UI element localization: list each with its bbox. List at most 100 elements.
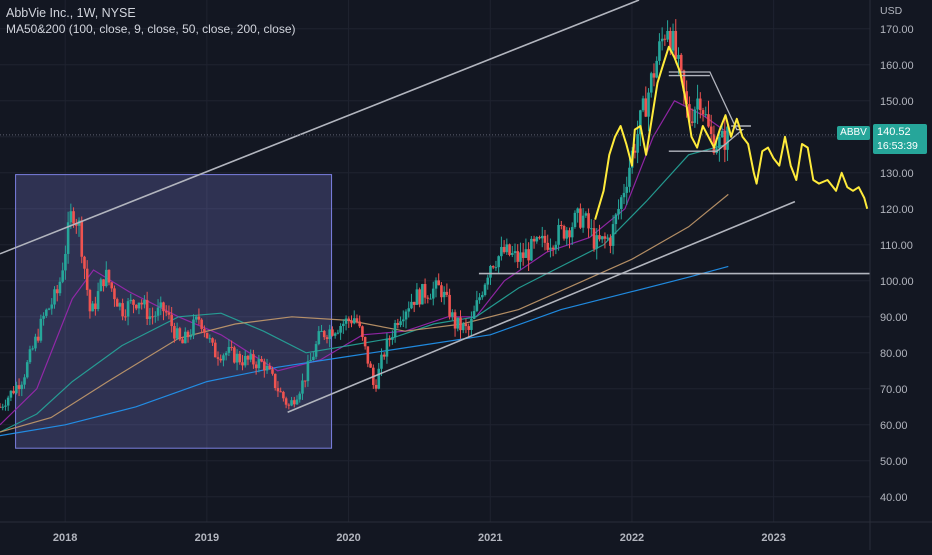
candle-body bbox=[382, 354, 386, 357]
candle-body bbox=[268, 365, 272, 370]
candle-body bbox=[423, 284, 427, 298]
y-tick-label: 60.00 bbox=[880, 420, 908, 432]
candle-body bbox=[445, 291, 449, 295]
candle-body bbox=[546, 242, 550, 250]
candle-body bbox=[467, 326, 470, 330]
candle-body bbox=[565, 230, 569, 239]
candle-body bbox=[451, 312, 454, 317]
candle-body bbox=[39, 318, 43, 341]
candle-body bbox=[671, 30, 675, 51]
candle-body bbox=[189, 335, 193, 338]
candle-body bbox=[524, 249, 528, 258]
candle-body bbox=[701, 110, 705, 115]
candle-body bbox=[551, 247, 555, 250]
candle-body bbox=[472, 311, 476, 319]
candle-body bbox=[80, 220, 84, 257]
candle-body bbox=[279, 391, 282, 393]
candle-body bbox=[720, 130, 724, 138]
candle-body bbox=[336, 332, 340, 334]
candle-body bbox=[260, 359, 263, 362]
candle-body bbox=[118, 303, 122, 307]
symbol-badge: ABBV bbox=[837, 126, 870, 140]
candle-body bbox=[448, 294, 451, 317]
candle-body bbox=[219, 358, 223, 361]
candle-body bbox=[598, 235, 601, 240]
candle-body bbox=[45, 309, 48, 316]
candle-body bbox=[568, 230, 571, 238]
candle-body bbox=[151, 316, 154, 318]
candle-body bbox=[600, 236, 604, 240]
candle-body bbox=[325, 337, 329, 340]
candle-body bbox=[688, 104, 691, 122]
candle-body bbox=[663, 38, 667, 40]
candle-body bbox=[159, 302, 163, 308]
candle-body bbox=[175, 328, 179, 339]
ma-200-line bbox=[0, 265, 729, 437]
candle-body bbox=[437, 280, 441, 286]
candle-body bbox=[66, 222, 70, 254]
candle-body bbox=[287, 404, 291, 406]
bar-countdown: 16:53:39 bbox=[877, 140, 918, 152]
candle-body bbox=[102, 279, 105, 287]
candle-body bbox=[481, 295, 484, 298]
candle-body bbox=[619, 197, 623, 209]
candle-body bbox=[639, 110, 642, 135]
candle-body bbox=[192, 319, 195, 336]
candle-body bbox=[83, 256, 86, 269]
candle-body bbox=[421, 284, 424, 305]
candle-body bbox=[156, 307, 160, 316]
candle-body bbox=[491, 266, 495, 268]
range-box bbox=[15, 174, 333, 449]
candle-body bbox=[475, 300, 479, 312]
candle-body bbox=[647, 92, 650, 117]
candle-body bbox=[129, 299, 133, 302]
candle-body bbox=[584, 213, 588, 216]
candle-body bbox=[366, 346, 370, 364]
candle-body bbox=[385, 338, 389, 357]
candle-body bbox=[693, 109, 697, 123]
y-tick-label: 160.00 bbox=[880, 60, 914, 72]
candle-body bbox=[440, 285, 443, 298]
ma-100-line bbox=[0, 193, 729, 433]
candle-body bbox=[124, 316, 127, 318]
candle-body bbox=[203, 328, 206, 333]
candle-body bbox=[461, 323, 465, 331]
candle-body bbox=[628, 167, 631, 187]
candle-body bbox=[633, 150, 637, 153]
candle-body bbox=[549, 247, 552, 250]
candle-body bbox=[636, 134, 639, 153]
candle-body bbox=[704, 114, 708, 116]
candle-body bbox=[28, 349, 32, 363]
candle-body bbox=[723, 130, 727, 150]
candle-body bbox=[464, 323, 468, 327]
candle-body bbox=[505, 244, 509, 253]
candle-body bbox=[164, 311, 168, 313]
candle-body bbox=[143, 300, 146, 305]
candle-body bbox=[339, 325, 342, 333]
candle-body bbox=[573, 212, 577, 228]
candle-body bbox=[456, 317, 460, 329]
candle-body bbox=[140, 302, 143, 305]
candle-body bbox=[644, 98, 648, 117]
candle-body bbox=[391, 337, 394, 340]
candle-body bbox=[284, 398, 288, 405]
candle-body bbox=[538, 237, 541, 239]
candle-body bbox=[320, 331, 323, 333]
candle-body bbox=[453, 312, 457, 329]
candle-body bbox=[88, 289, 92, 312]
candle-body bbox=[625, 186, 629, 193]
candle-body bbox=[61, 270, 64, 282]
y-tick-label: 90.00 bbox=[880, 312, 908, 324]
candle-body bbox=[107, 269, 111, 283]
candle-body bbox=[96, 291, 100, 310]
candle-body bbox=[20, 384, 24, 390]
candle-body bbox=[412, 301, 416, 305]
candle-body bbox=[363, 337, 367, 347]
candle-body bbox=[328, 329, 332, 340]
candle-body bbox=[55, 289, 59, 294]
candle-body bbox=[265, 365, 269, 371]
candle-body bbox=[273, 373, 277, 389]
